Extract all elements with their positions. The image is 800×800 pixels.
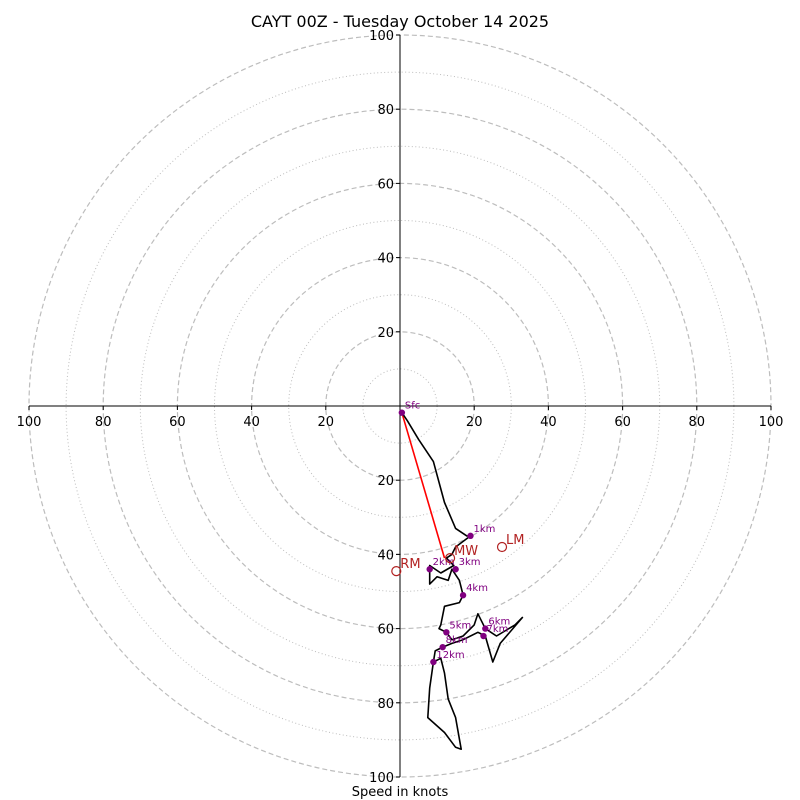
x-tick-label: 80 bbox=[689, 415, 706, 430]
y-tick-label: 80 bbox=[377, 697, 394, 712]
y-tick-label: 80 bbox=[377, 103, 394, 118]
height-marker-label: 3km bbox=[459, 557, 481, 568]
y-tick-label: 60 bbox=[377, 623, 394, 638]
tick-labels: 100 80 60 40 20 20 40 60 80 100 20 40 60 80 100 20 40 60 8… bbox=[17, 29, 784, 786]
height-marker-point bbox=[443, 629, 450, 636]
height-marker-point bbox=[439, 643, 446, 651]
height-marker-label: 12km bbox=[436, 650, 464, 661]
y-tick-label: 40 bbox=[377, 548, 394, 563]
height-marker-label: 2km bbox=[433, 557, 455, 568]
height-marker-point bbox=[452, 566, 459, 573]
storm-motion-label: MW bbox=[454, 544, 478, 559]
height-marker-point bbox=[426, 566, 433, 573]
hodograph-trace-layer bbox=[401, 412, 524, 751]
height-marker-label: 8km bbox=[446, 635, 468, 646]
storm-motion-marker bbox=[496, 541, 508, 553]
x-tick-label: 60 bbox=[169, 415, 186, 430]
height-marker-label: 4km bbox=[466, 583, 488, 594]
y-tick-label: 100 bbox=[369, 29, 394, 44]
shear-vector-layer bbox=[401, 412, 446, 559]
height-marker-label: 1km bbox=[473, 524, 495, 535]
y-tick-label: 20 bbox=[377, 326, 394, 341]
x-tick-label: 80 bbox=[95, 415, 112, 430]
storm-motion-marker bbox=[444, 553, 456, 564]
height-marker-label: 6km bbox=[488, 617, 510, 628]
shear-vector bbox=[401, 412, 446, 559]
hodograph-trace bbox=[401, 412, 524, 751]
height-marker-point bbox=[480, 632, 487, 640]
height-marker-point bbox=[467, 532, 474, 540]
storm-motion-label: LM bbox=[506, 533, 524, 548]
y-tick-label: 100 bbox=[369, 771, 394, 786]
height-marker-label: Sfc bbox=[405, 401, 420, 412]
x-tick-label: 20 bbox=[466, 415, 483, 430]
storm-motions: LM MW RM bbox=[391, 533, 524, 577]
height-marker-label: 7km bbox=[486, 624, 508, 635]
chart-title: CAYT 00Z - Tuesday October 14 2025 bbox=[251, 12, 549, 31]
x-tick-label: 20 bbox=[318, 415, 335, 430]
y-tick-label: 60 bbox=[377, 177, 394, 192]
x-tick-label: 100 bbox=[759, 415, 784, 430]
height-marker-point bbox=[430, 658, 437, 666]
x-tick-label: 60 bbox=[614, 415, 631, 430]
height-marker-point bbox=[459, 592, 467, 599]
storm-motion-label: RM bbox=[400, 557, 420, 572]
y-tick-label: 20 bbox=[377, 474, 394, 489]
y-tick-label: 40 bbox=[377, 252, 394, 267]
x-tick-label: 100 bbox=[17, 415, 42, 430]
x-tick-label: 40 bbox=[243, 415, 260, 430]
height-marker-point bbox=[482, 625, 489, 632]
x-tick-label: 40 bbox=[540, 415, 557, 430]
height-marker-point bbox=[398, 409, 406, 416]
height-marker-label: 5km bbox=[449, 620, 471, 631]
x-axis-label: Speed in knots bbox=[352, 785, 449, 800]
storm-motion-marker bbox=[391, 565, 402, 577]
